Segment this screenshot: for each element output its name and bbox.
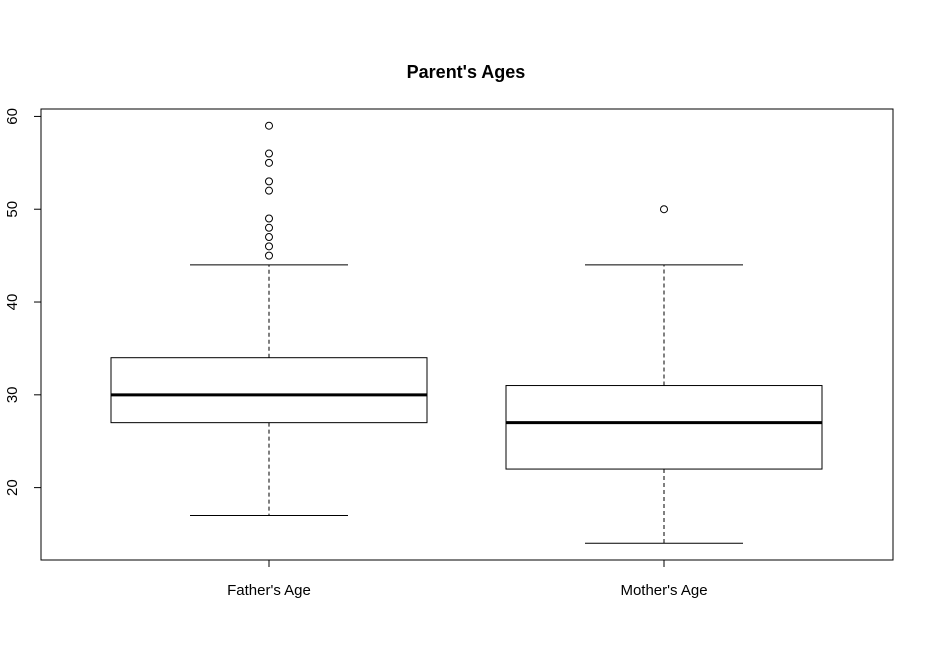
iqr-box: [110, 357, 428, 424]
y-tick-label: 30: [4, 386, 21, 403]
chart-title: Parent's Ages: [407, 62, 526, 82]
boxes: [110, 121, 823, 544]
box-group: [110, 121, 428, 516]
outlier-point: [265, 158, 273, 167]
y-tick-label: 20: [4, 479, 21, 496]
x-tick-label: Father's Age: [227, 582, 311, 599]
y-tick-label: 50: [4, 201, 21, 218]
y-tick-label: 60: [4, 108, 21, 125]
outlier-point: [265, 121, 273, 130]
outlier-point: [265, 233, 273, 242]
y-tick-label: 40: [4, 294, 21, 311]
outlier-point: [265, 251, 273, 260]
outlier-point: [265, 223, 273, 232]
outlier-point: [265, 149, 273, 158]
outlier-point: [265, 242, 273, 251]
outlier-point: [265, 186, 273, 195]
plot-frame: [40, 108, 894, 561]
iqr-box: [505, 385, 823, 470]
x-tick-label: Mother's Age: [620, 582, 707, 599]
outlier-point: [660, 205, 668, 214]
outlier-point: [265, 214, 273, 223]
y-axis: 20 30 40 50 60: [4, 108, 42, 496]
x-axis: Father's Age Mother's Age: [227, 559, 708, 599]
outlier-point: [265, 177, 273, 186]
box-group: [505, 205, 823, 544]
